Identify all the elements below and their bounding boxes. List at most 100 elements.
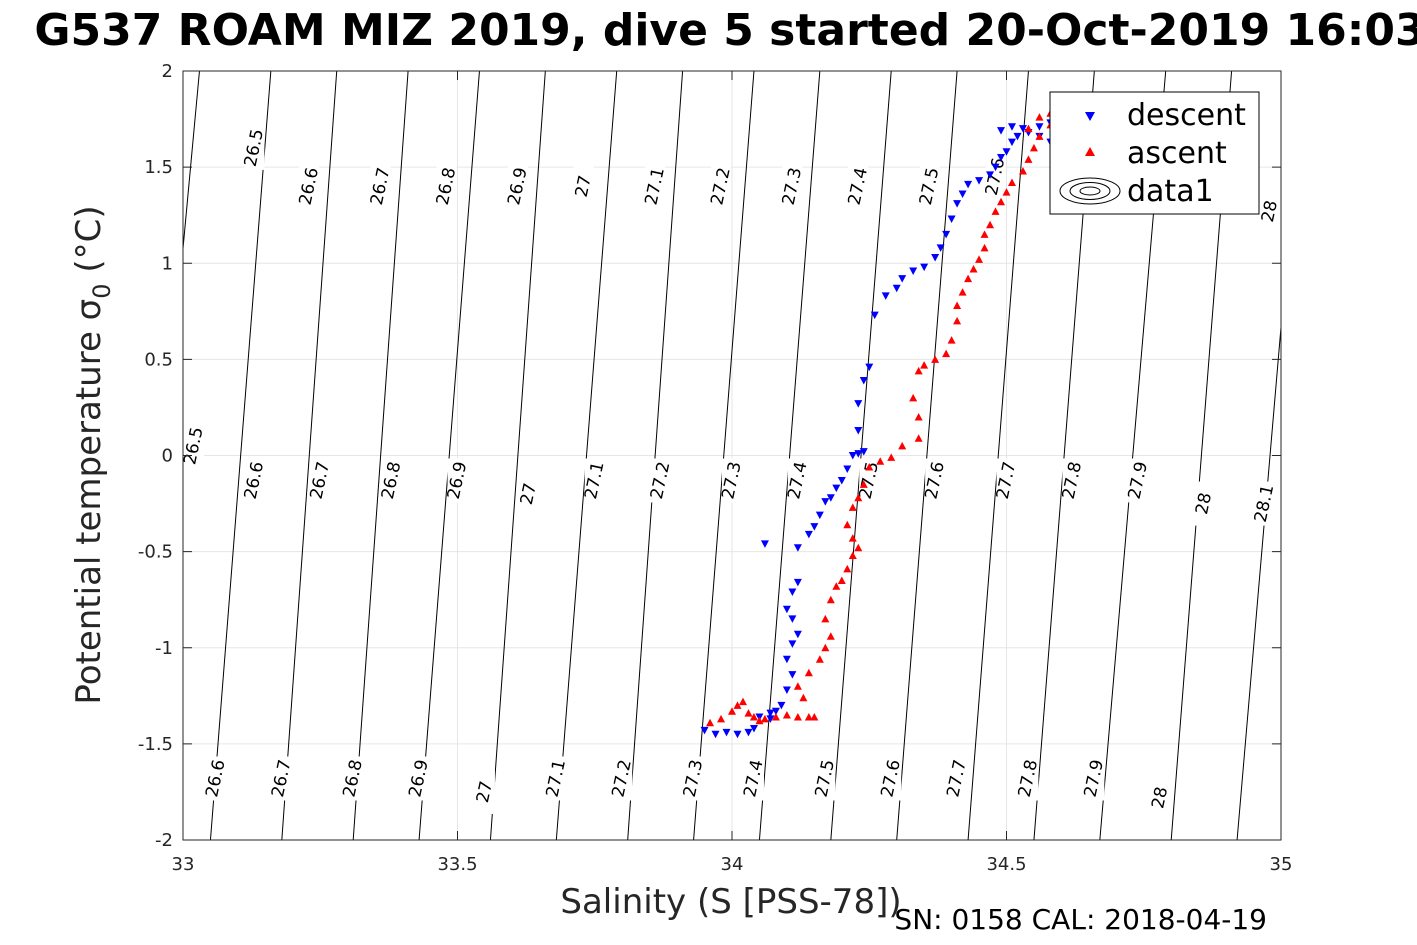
ascent-point	[848, 534, 857, 542]
ascent-point	[947, 336, 956, 344]
contour-line	[693, 71, 755, 840]
contour-label-mask	[1084, 756, 1105, 801]
descent-point	[810, 523, 819, 531]
contour-label-mask	[815, 756, 836, 801]
ascent-point	[986, 220, 995, 229]
y-tick-label: 1.5	[144, 157, 173, 178]
descent-point	[909, 267, 918, 275]
ascent-point	[914, 366, 923, 375]
contour-label-mask	[244, 125, 265, 170]
contour-line	[627, 71, 684, 840]
contour-line	[281, 71, 338, 840]
x-axis-label: Salinity (S [PSS-78])	[560, 882, 901, 922]
contour-label-mask	[1194, 481, 1215, 526]
ascent-point	[991, 207, 1000, 215]
ascent-point	[964, 274, 973, 283]
descent-point	[793, 544, 802, 552]
ascent-point	[887, 453, 896, 461]
contour-label-mask	[787, 458, 808, 503]
y-tick-label: -2	[155, 830, 173, 851]
descent-point	[1007, 138, 1016, 147]
legend: descent ascent data1	[1049, 91, 1260, 215]
ascent-point	[1035, 132, 1044, 140]
descent-point	[892, 284, 901, 293]
ascent-point	[876, 457, 885, 465]
ascent-point	[953, 316, 962, 325]
contour-label-mask	[436, 164, 457, 209]
y-tick-label: 2	[162, 61, 173, 82]
descent-point	[777, 701, 786, 710]
contour-label-mask	[1128, 458, 1149, 503]
descent-point	[854, 400, 863, 408]
descent-point	[936, 244, 945, 252]
descent-point	[997, 154, 1006, 162]
descent-point	[711, 730, 720, 739]
contour-label-mask	[1150, 775, 1171, 820]
descent-point	[947, 215, 956, 224]
ascent-point	[1002, 188, 1011, 196]
ascent-point	[914, 434, 923, 442]
data-series	[700, 109, 1066, 739]
ascent-point	[804, 668, 813, 677]
contour-label-mask	[848, 164, 869, 209]
ascent-point	[821, 614, 830, 623]
y-axis-label: Potential temperature σ0 (°C)	[69, 205, 116, 704]
legend-contour-icon	[1059, 177, 1121, 205]
ascent-point	[837, 576, 846, 584]
descent-point	[782, 655, 791, 664]
descent-point	[771, 707, 780, 716]
ascent-point	[717, 714, 726, 723]
descent-point	[975, 177, 984, 185]
ascent-point	[909, 393, 918, 402]
descent-point	[793, 630, 802, 639]
ascent-point	[771, 712, 780, 721]
descent-point	[898, 275, 907, 283]
descent-point	[788, 588, 797, 596]
ascent-point	[832, 582, 841, 590]
ascent-point	[969, 265, 978, 273]
contour-label-mask	[985, 154, 1006, 199]
descent-point	[854, 450, 863, 458]
ascent-point	[815, 655, 824, 663]
descent-point	[804, 530, 813, 539]
contour-label-mask	[447, 458, 468, 503]
contour-label-mask	[183, 423, 204, 468]
contour-label-mask	[782, 164, 803, 209]
y-axis-label-subscript: 0	[88, 283, 116, 298]
descent-point	[865, 363, 874, 372]
ascent-point	[865, 463, 874, 471]
footer-calibration: SN: 0158 CAL: 2018-04-19	[894, 903, 1267, 936]
ascent-point	[854, 543, 863, 552]
x-tick-label: 34.5	[986, 854, 1026, 875]
descent-point	[870, 311, 879, 320]
y-axis-label-main: Potential temperature σ	[69, 299, 109, 705]
y-tick-label: -1	[155, 638, 173, 659]
descent-point	[793, 578, 802, 587]
contour-label-mask	[584, 458, 605, 503]
contour-line	[555, 71, 618, 840]
ascent-point	[848, 503, 857, 511]
ascent-point	[826, 595, 835, 604]
contour-line	[489, 71, 546, 840]
descent-point	[859, 448, 868, 456]
descent-point	[788, 671, 797, 679]
descent-point	[964, 180, 973, 189]
ascent-point	[920, 361, 929, 369]
x-tick-label: 33.5	[437, 854, 477, 875]
ascent-point	[914, 413, 923, 421]
ascent-point	[782, 711, 791, 719]
ascent-point	[804, 712, 813, 721]
contour-label-mask	[925, 458, 946, 503]
ascent-point	[1035, 113, 1044, 121]
descent-point	[826, 494, 835, 502]
chart-title: G537 ROAM MIZ 2019, dive 5 started 20-Oc…	[34, 5, 1417, 56]
descent-point	[782, 686, 791, 695]
contour-label-mask	[711, 164, 732, 209]
legend-descent-label: descent	[1127, 98, 1246, 133]
contour-label-mask	[650, 458, 671, 503]
contour-label-mask	[683, 756, 704, 801]
x-tick-label: 33	[172, 854, 195, 875]
descent-point	[788, 640, 797, 648]
descent-point	[953, 200, 962, 208]
y-axis-label-unit: (°C)	[69, 205, 109, 283]
